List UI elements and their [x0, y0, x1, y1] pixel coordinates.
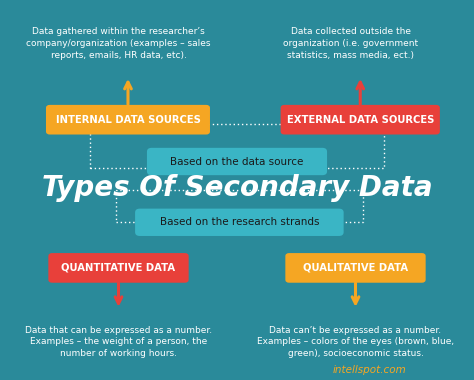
Text: Data can’t be expressed as a number.
Examples – colors of the eyes (brown, blue,: Data can’t be expressed as a number. Exa… — [257, 326, 454, 358]
FancyBboxPatch shape — [147, 148, 327, 175]
Bar — [116, 190, 363, 222]
FancyBboxPatch shape — [285, 253, 426, 283]
Text: Data that can be expressed as a number.
Examples – the weight of a person, the
n: Data that can be expressed as a number. … — [25, 326, 212, 358]
Bar — [90, 125, 384, 168]
FancyBboxPatch shape — [135, 209, 344, 236]
Text: QUALITATIVE DATA: QUALITATIVE DATA — [303, 263, 408, 273]
Text: intellspot.com: intellspot.com — [333, 366, 407, 375]
FancyBboxPatch shape — [48, 253, 189, 283]
FancyBboxPatch shape — [281, 105, 440, 135]
Text: EXTERNAL DATA SOURCES: EXTERNAL DATA SOURCES — [287, 115, 434, 125]
Text: Types Of Secondary Data: Types Of Secondary Data — [42, 174, 432, 202]
Text: INTERNAL DATA SOURCES: INTERNAL DATA SOURCES — [55, 115, 201, 125]
Text: QUANTITATIVE DATA: QUANTITATIVE DATA — [62, 263, 175, 273]
Text: Data gathered within the researcher’s
company/organization (examples – sales
rep: Data gathered within the researcher’s co… — [26, 27, 211, 60]
Text: Data collected outside the
organization (i.e. government
statistics, mass media,: Data collected outside the organization … — [283, 27, 419, 60]
Text: Based on the research strands: Based on the research strands — [160, 217, 319, 227]
FancyBboxPatch shape — [46, 105, 210, 135]
Text: Based on the data source: Based on the data source — [170, 157, 304, 166]
